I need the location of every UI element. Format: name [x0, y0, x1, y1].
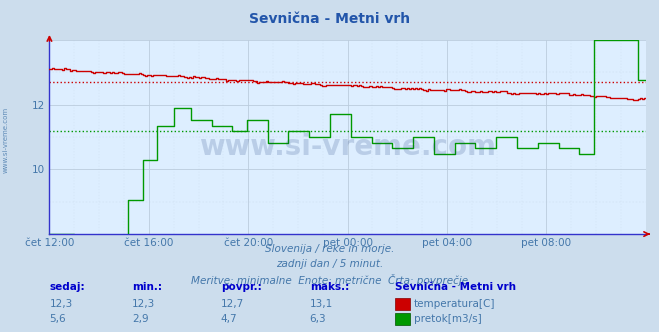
Text: pretok[m3/s]: pretok[m3/s] — [414, 314, 482, 324]
Text: 12,3: 12,3 — [49, 299, 72, 309]
Text: 13,1: 13,1 — [310, 299, 333, 309]
Text: min.:: min.: — [132, 283, 162, 292]
Text: www.si-vreme.com: www.si-vreme.com — [2, 106, 9, 173]
Text: Meritve: minimalne  Enote: metrične  Črta: povprečje: Meritve: minimalne Enote: metrične Črta:… — [191, 274, 468, 286]
Text: maks.:: maks.: — [310, 283, 349, 292]
Text: sedaj:: sedaj: — [49, 283, 85, 292]
Text: 5,6: 5,6 — [49, 314, 66, 324]
Text: Sevnična - Metni vrh: Sevnična - Metni vrh — [249, 12, 410, 26]
Text: temperatura[C]: temperatura[C] — [414, 299, 496, 309]
Text: 12,7: 12,7 — [221, 299, 244, 309]
Text: Sevnična - Metni vrh: Sevnična - Metni vrh — [395, 283, 517, 292]
Text: 2,9: 2,9 — [132, 314, 148, 324]
Text: 4,7: 4,7 — [221, 314, 237, 324]
Text: zadnji dan / 5 minut.: zadnji dan / 5 minut. — [276, 259, 383, 269]
Text: Slovenija / reke in morje.: Slovenija / reke in morje. — [265, 244, 394, 254]
Text: www.si-vreme.com: www.si-vreme.com — [199, 133, 496, 161]
Text: 12,3: 12,3 — [132, 299, 155, 309]
Text: 6,3: 6,3 — [310, 314, 326, 324]
Text: povpr.:: povpr.: — [221, 283, 262, 292]
